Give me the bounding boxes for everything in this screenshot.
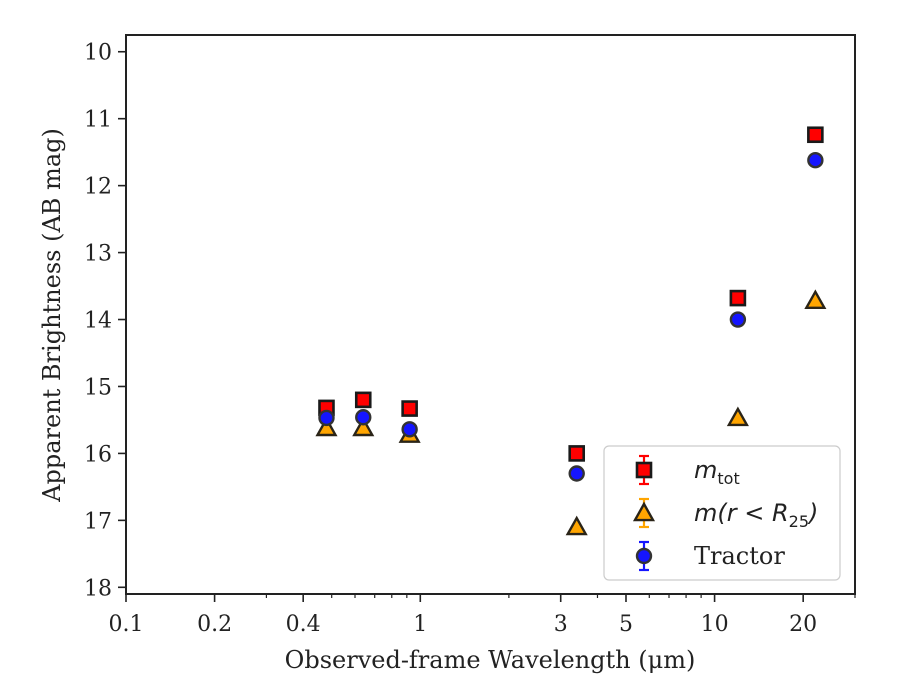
data-point-square [354, 391, 372, 409]
x-tick-label: 10 [701, 612, 729, 637]
legend: mtot m(r < R25) Tractor [603, 445, 841, 581]
y-tick-label: 15 [84, 375, 112, 400]
data-point-square [807, 126, 824, 144]
legend-marker-triangle [632, 501, 656, 522]
plot-frame [125, 34, 856, 595]
x-tick-label: 20 [789, 612, 817, 637]
legend-label: m(r < R25) [694, 499, 818, 531]
legend-marker-circle [635, 547, 653, 565]
y-tick-label: 18 [84, 576, 112, 601]
data-point-triangle [726, 406, 749, 427]
y-tick-label: 14 [84, 309, 112, 334]
data-point-triangle [565, 515, 588, 536]
data-point-square [401, 400, 418, 417]
data-point-square [729, 289, 747, 307]
legend-label: Tractor [694, 542, 785, 570]
x-axis-title: Observed-frame Wavelength (μm) [285, 646, 696, 674]
x-tick-label: 0.2 [197, 612, 232, 637]
legend-entry: m(r < R25) [632, 497, 818, 531]
x-tick-label: 1 [413, 612, 427, 637]
series-circle [318, 151, 824, 482]
data-point-triangle [352, 416, 375, 437]
legend-marker-square [635, 461, 653, 479]
series-square [318, 126, 824, 462]
y-tick-label: 16 [84, 442, 112, 467]
legend-box [603, 445, 841, 581]
y-tick-label: 12 [84, 175, 112, 200]
data-point-square [568, 445, 586, 462]
x-tick-label: 5 [619, 612, 633, 637]
data-point-circle [568, 465, 585, 482]
x-tick-label: 0.1 [109, 612, 144, 637]
series-triangle [315, 289, 827, 536]
y-tick-label: 17 [84, 509, 112, 534]
data-point-circle [318, 409, 335, 427]
y-tick-label: 10 [84, 41, 112, 66]
data-point-circle [355, 409, 372, 426]
legend-label: mtot [694, 456, 740, 488]
y-tick-label: 11 [84, 108, 112, 133]
legend-entry: mtot [635, 454, 740, 488]
data-markers [315, 126, 827, 536]
y-tick-label: 13 [84, 242, 112, 267]
x-tick-label: 0.4 [286, 612, 321, 637]
data-point-circle [729, 311, 747, 328]
data-point-triangle [315, 416, 338, 437]
legend-entry: Tractor [635, 540, 785, 572]
data-point-circle [401, 421, 418, 438]
data-point-circle [807, 151, 824, 169]
x-tick-label: 3 [554, 612, 568, 637]
y-axis-title: Apparent Brightness (AB mag) [38, 128, 66, 503]
data-point-triangle [804, 289, 827, 309]
